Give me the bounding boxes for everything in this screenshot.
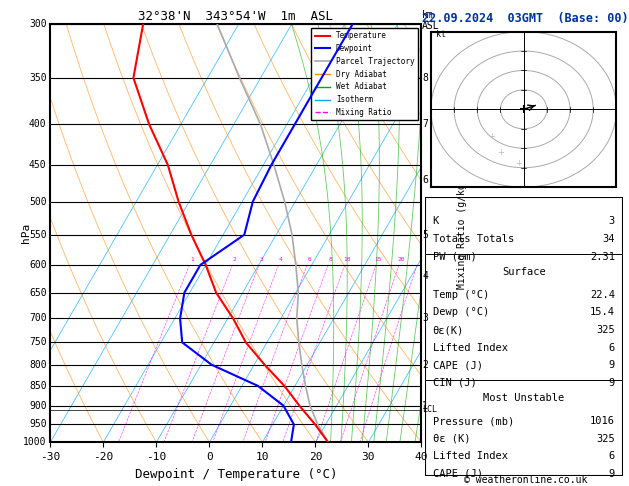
- Text: 2.31: 2.31: [590, 252, 615, 261]
- Text: 850: 850: [29, 381, 47, 391]
- Text: 5: 5: [422, 230, 428, 240]
- Text: 6: 6: [422, 175, 428, 185]
- Text: +: +: [487, 132, 494, 141]
- Text: CIN (J): CIN (J): [433, 378, 476, 388]
- Text: 15: 15: [374, 257, 382, 261]
- Text: 700: 700: [29, 313, 47, 324]
- Text: 20: 20: [397, 257, 404, 261]
- Text: Surface: Surface: [502, 267, 545, 277]
- Text: +: +: [516, 159, 523, 168]
- Text: 22.09.2024  03GMT  (Base: 00): 22.09.2024 03GMT (Base: 00): [422, 12, 628, 25]
- Text: 9: 9: [608, 378, 615, 388]
- Text: Mixing Ratio (g/kg): Mixing Ratio (g/kg): [457, 177, 467, 289]
- Text: 15.4: 15.4: [590, 308, 615, 317]
- Text: 6: 6: [608, 343, 615, 353]
- Text: 9: 9: [608, 469, 615, 479]
- Text: 6: 6: [608, 451, 615, 461]
- Text: 3: 3: [422, 313, 428, 324]
- Title: 32°38'N  343°54'W  1m  ASL: 32°38'N 343°54'W 1m ASL: [138, 10, 333, 23]
- Text: Most Unstable: Most Unstable: [483, 393, 564, 403]
- Text: 950: 950: [29, 419, 47, 430]
- Text: 4: 4: [279, 257, 282, 261]
- Text: 800: 800: [29, 360, 47, 370]
- Text: km: km: [422, 10, 434, 20]
- Text: 1: 1: [422, 400, 428, 411]
- Text: ASL: ASL: [422, 20, 440, 31]
- Text: 1016: 1016: [590, 416, 615, 426]
- Text: θε (K): θε (K): [433, 434, 470, 444]
- Text: +: +: [497, 148, 504, 156]
- Text: 400: 400: [29, 119, 47, 129]
- Text: 8: 8: [328, 257, 332, 261]
- Text: CAPE (J): CAPE (J): [433, 469, 482, 479]
- Text: CAPE (J): CAPE (J): [433, 360, 482, 370]
- Text: Pressure (mb): Pressure (mb): [433, 416, 514, 426]
- Text: 500: 500: [29, 197, 47, 207]
- Text: 450: 450: [29, 160, 47, 170]
- Text: 325: 325: [596, 434, 615, 444]
- Text: 1000: 1000: [23, 437, 47, 447]
- Text: PW (cm): PW (cm): [433, 252, 476, 261]
- Text: 10: 10: [343, 257, 350, 261]
- Text: 3: 3: [259, 257, 263, 261]
- Text: 300: 300: [29, 19, 47, 29]
- Text: 2: 2: [422, 360, 428, 370]
- Text: Lifted Index: Lifted Index: [433, 343, 508, 353]
- Text: 2: 2: [233, 257, 237, 261]
- X-axis label: Dewpoint / Temperature (°C): Dewpoint / Temperature (°C): [135, 468, 337, 481]
- Text: Temp (°C): Temp (°C): [433, 290, 489, 300]
- Text: 350: 350: [29, 73, 47, 83]
- Legend: Temperature, Dewpoint, Parcel Trajectory, Dry Adiabat, Wet Adiabat, Isotherm, Mi: Temperature, Dewpoint, Parcel Trajectory…: [311, 28, 418, 120]
- Text: hPa: hPa: [21, 223, 31, 243]
- Text: 600: 600: [29, 260, 47, 270]
- Text: Totals Totals: Totals Totals: [433, 234, 514, 244]
- Text: 7: 7: [422, 119, 428, 129]
- Text: 34: 34: [603, 234, 615, 244]
- Text: Lifted Index: Lifted Index: [433, 451, 508, 461]
- Text: 750: 750: [29, 337, 47, 347]
- Text: Dewp (°C): Dewp (°C): [433, 308, 489, 317]
- Text: 325: 325: [596, 325, 615, 335]
- Text: © weatheronline.co.uk: © weatheronline.co.uk: [464, 475, 587, 485]
- Text: 4: 4: [422, 271, 428, 281]
- Text: 6: 6: [308, 257, 311, 261]
- Text: 550: 550: [29, 230, 47, 240]
- Text: 8: 8: [422, 73, 428, 83]
- Text: K: K: [433, 216, 439, 226]
- Text: 3: 3: [608, 216, 615, 226]
- Text: 1: 1: [190, 257, 194, 261]
- Text: 9: 9: [608, 360, 615, 370]
- Text: 22.4: 22.4: [590, 290, 615, 300]
- Text: 650: 650: [29, 288, 47, 298]
- Text: LCL: LCL: [422, 405, 437, 414]
- Text: kt: kt: [435, 31, 445, 39]
- Text: θε(K): θε(K): [433, 325, 464, 335]
- Text: 900: 900: [29, 400, 47, 411]
